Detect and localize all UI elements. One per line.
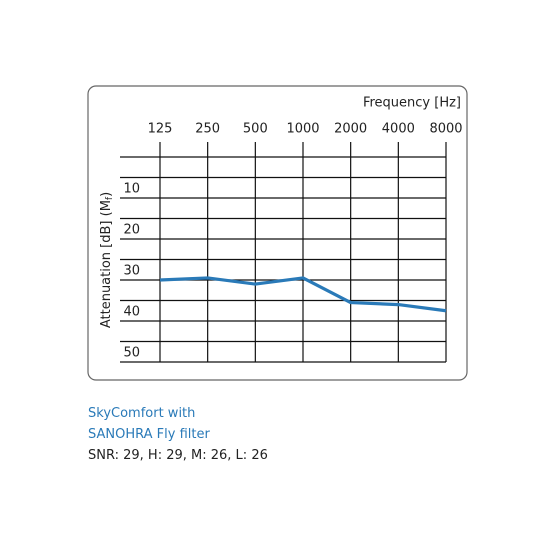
data-line <box>159 276 447 313</box>
caption-line: SkyComfort with <box>88 406 196 421</box>
chart: Frequency [Hz] Attenuation [dB] (Mf) 10 2… <box>87 85 468 381</box>
x-tick-label: 250 <box>195 122 220 137</box>
y-tick-label: 30 <box>123 264 140 279</box>
y-tick-label: 20 <box>123 223 140 238</box>
x-axis-title: Frequency [Hz] <box>363 96 461 111</box>
x-tick-label: 2000 <box>334 122 367 137</box>
y-axis-title-end: ) <box>99 192 114 197</box>
y-tick-label: 10 <box>123 182 140 197</box>
x-tick-label: 8000 <box>429 122 462 137</box>
caption-lines: SkyComfort with SANOHRA Fly filter <box>88 403 268 445</box>
y-axis-title: Attenuation [dB] (Mf) <box>99 192 115 328</box>
frame <box>87 85 468 381</box>
rating: SNR: 29, H: 29, M: 26, L: 26 <box>88 448 268 463</box>
x-tick-label: 125 <box>148 122 173 137</box>
x-tick-label: 1000 <box>286 122 319 137</box>
caption-line: SANOHRA Fly filter <box>88 427 210 442</box>
x-tick-label: 4000 <box>382 122 415 137</box>
x-tick-label: 500 <box>243 122 268 137</box>
y-axis-title-main: Attenuation [dB] (M <box>99 200 114 328</box>
caption: SkyComfort with SANOHRA Fly filter SNR: … <box>88 403 268 466</box>
y-tick-label: 40 <box>123 305 140 320</box>
y-axis-title-sub: f <box>105 196 115 200</box>
y-tick-label: 50 <box>123 346 140 361</box>
